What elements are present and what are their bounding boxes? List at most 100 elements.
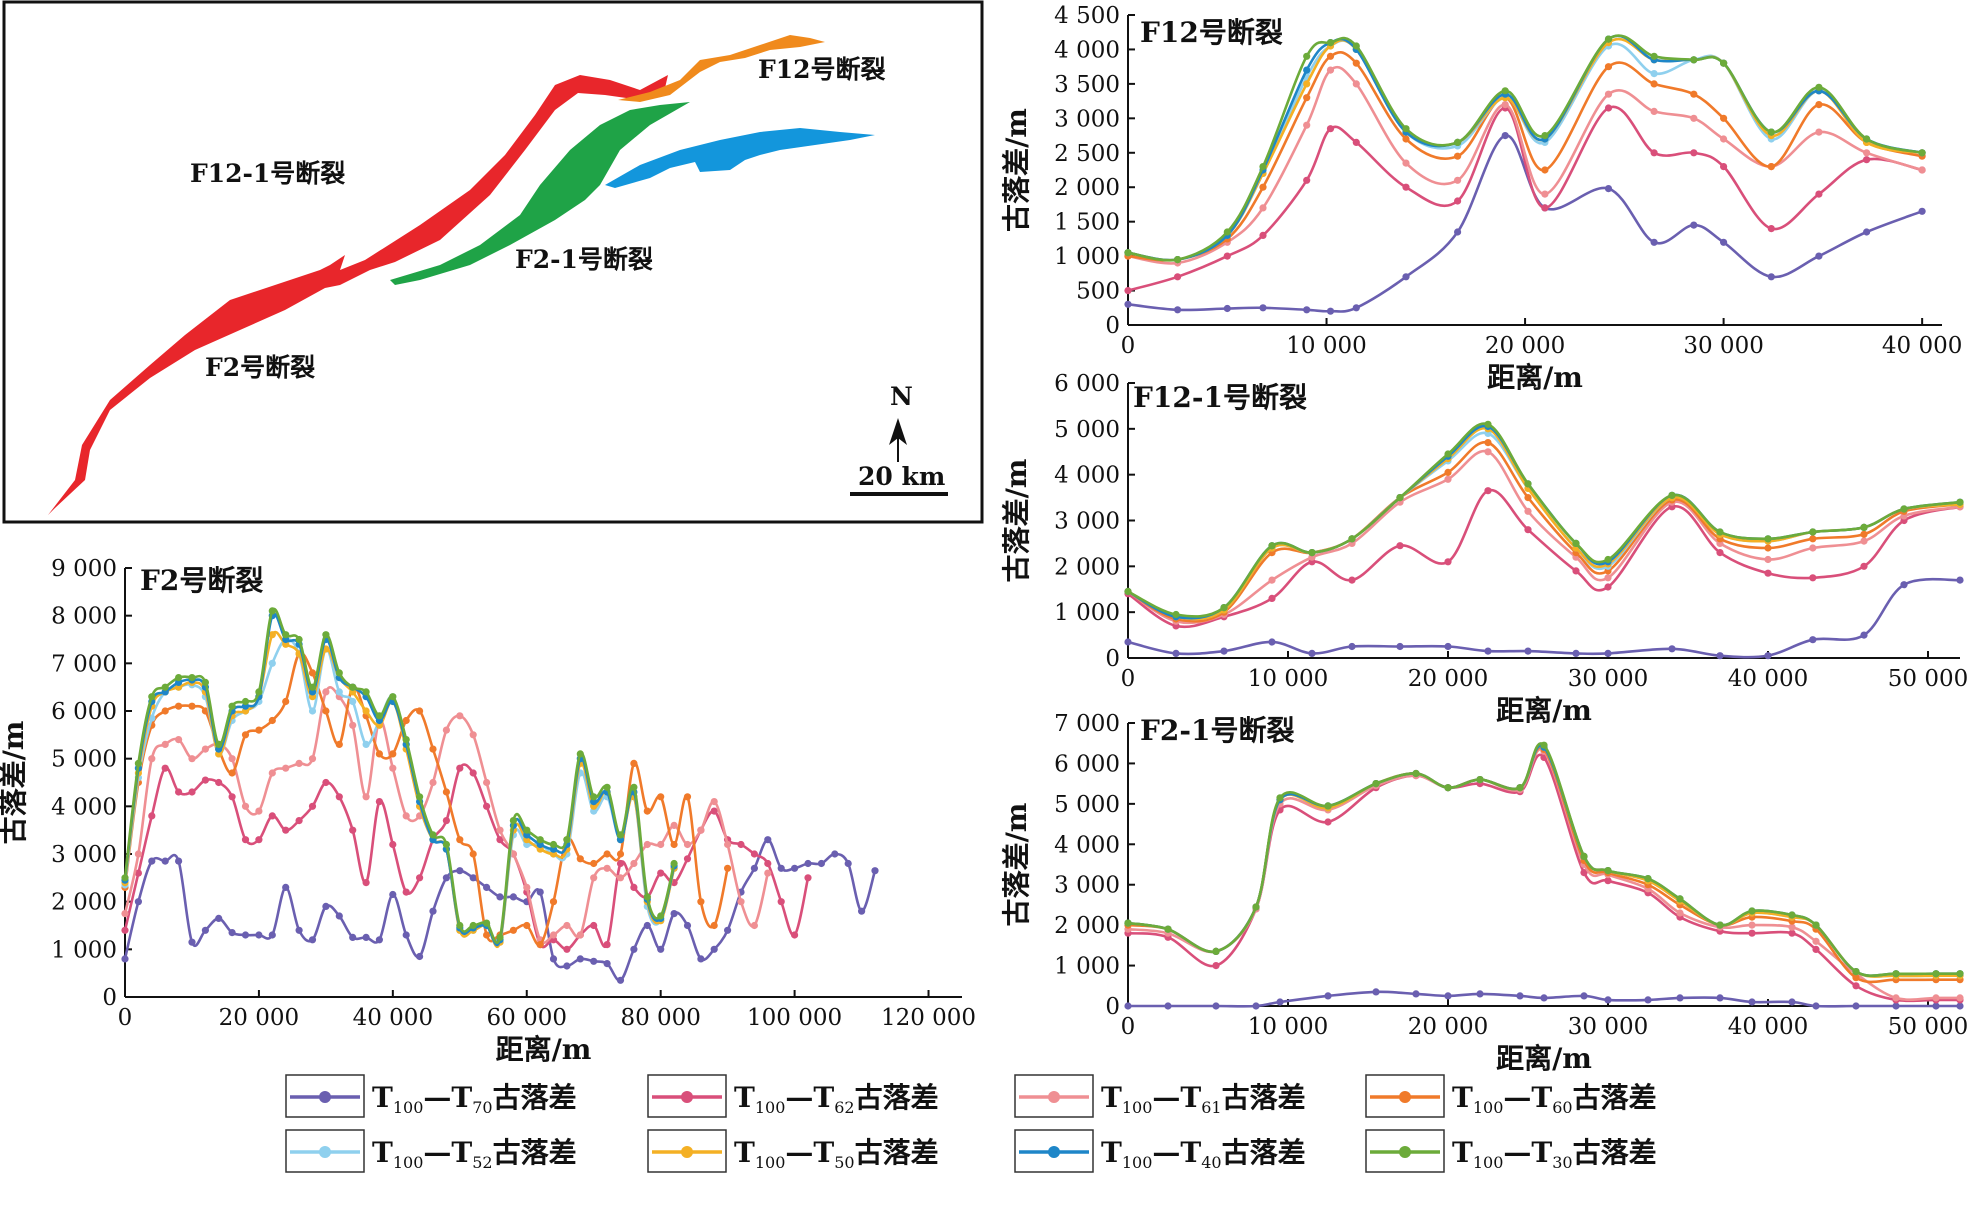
data-point bbox=[683, 921, 692, 930]
data-point bbox=[1454, 197, 1462, 205]
series-line bbox=[1127, 426, 1961, 621]
map-frame bbox=[2, 0, 984, 524]
data-point bbox=[335, 912, 343, 920]
x-tick-label: 20 000 bbox=[1485, 333, 1565, 359]
data-point bbox=[268, 769, 276, 777]
data-point bbox=[469, 731, 477, 739]
data-point bbox=[456, 712, 464, 720]
series-line bbox=[1127, 744, 1960, 978]
data-point bbox=[576, 855, 584, 863]
data-point bbox=[215, 914, 223, 923]
y-tick-label: 3 000 bbox=[51, 842, 117, 868]
data-point bbox=[241, 931, 250, 939]
data-point bbox=[657, 912, 665, 920]
data-point bbox=[523, 921, 531, 930]
data-point bbox=[1348, 576, 1356, 584]
data-point bbox=[1303, 176, 1311, 184]
x-tick-label: 100 000 bbox=[747, 1005, 842, 1031]
legend: T100—T70古落差 T100—T62古落差 T100—T61古落差 T100—T6… bbox=[285, 1074, 1657, 1173]
data-point bbox=[817, 859, 826, 868]
x-axis-title: 距离/m bbox=[496, 1033, 592, 1066]
data-point bbox=[1352, 138, 1360, 146]
data-point bbox=[1324, 992, 1332, 1000]
data-point bbox=[456, 764, 464, 772]
data-point bbox=[268, 812, 276, 820]
legend-entry-label: T100—T40古落差 bbox=[1101, 1136, 1306, 1172]
data-point bbox=[201, 776, 209, 784]
data-point bbox=[1252, 903, 1260, 911]
chart-f2-fault: 0 1 000 2 000 3 000 4 000 5 000 6 000 7 000 8 00… bbox=[0, 556, 976, 1066]
data-point bbox=[509, 893, 517, 901]
data-point bbox=[1932, 1002, 1940, 1010]
series-line bbox=[123, 763, 810, 951]
x-tick-label: 0 bbox=[1121, 666, 1136, 692]
data-point bbox=[1124, 587, 1132, 596]
data-point bbox=[268, 659, 276, 667]
data-point bbox=[1767, 225, 1775, 233]
data-point bbox=[1276, 794, 1284, 802]
data-point bbox=[483, 931, 491, 939]
data-point bbox=[362, 793, 370, 801]
data-point bbox=[1484, 647, 1492, 655]
data-point bbox=[121, 910, 129, 918]
data-point bbox=[1716, 652, 1724, 660]
data-point bbox=[536, 888, 544, 896]
panel-title: F2号断裂 bbox=[140, 564, 263, 597]
data-point bbox=[416, 874, 424, 882]
data-point bbox=[241, 836, 250, 844]
data-point bbox=[1516, 784, 1524, 792]
legend-swatch-marker bbox=[1399, 1091, 1411, 1103]
data-point bbox=[1956, 994, 1964, 1002]
x-tick-label: 50 000 bbox=[1888, 666, 1968, 692]
y-tick-label: 5 000 bbox=[1054, 417, 1120, 443]
data-point bbox=[1402, 159, 1410, 167]
data-point bbox=[1690, 90, 1698, 98]
data-point bbox=[469, 921, 477, 930]
data-point bbox=[161, 740, 169, 749]
data-point bbox=[308, 669, 317, 677]
data-point bbox=[148, 693, 156, 701]
data-point bbox=[228, 929, 236, 937]
north-arrow-icon bbox=[889, 418, 907, 462]
data-point bbox=[831, 850, 839, 858]
data-point bbox=[402, 888, 410, 896]
data-point bbox=[389, 750, 397, 758]
data-point bbox=[1352, 80, 1360, 88]
fault-f12-polygon bbox=[618, 35, 825, 102]
data-point bbox=[1650, 80, 1658, 88]
data-point bbox=[1348, 535, 1356, 543]
data-point bbox=[1268, 638, 1276, 646]
data-point bbox=[1268, 576, 1276, 584]
data-point bbox=[1668, 491, 1676, 499]
data-point bbox=[496, 826, 504, 834]
data-point bbox=[1918, 207, 1926, 215]
data-point bbox=[483, 802, 491, 810]
data-point bbox=[1815, 252, 1823, 260]
data-point bbox=[389, 693, 397, 701]
data-point bbox=[1172, 610, 1180, 619]
data-point bbox=[1604, 877, 1612, 885]
data-point bbox=[148, 812, 156, 820]
data-point bbox=[1396, 642, 1404, 651]
data-point bbox=[1402, 125, 1410, 133]
data-point bbox=[1484, 420, 1492, 428]
data-point bbox=[1764, 569, 1772, 577]
data-point bbox=[456, 921, 464, 930]
data-point bbox=[549, 931, 558, 939]
data-point bbox=[1748, 929, 1756, 937]
data-point bbox=[1812, 945, 1820, 954]
data-point bbox=[1124, 638, 1132, 646]
data-point bbox=[670, 859, 678, 868]
data-point bbox=[1572, 539, 1580, 548]
data-point bbox=[1764, 555, 1772, 564]
data-point bbox=[362, 933, 370, 942]
data-point bbox=[161, 857, 169, 865]
data-point bbox=[616, 976, 625, 984]
data-point bbox=[1444, 558, 1452, 566]
data-point bbox=[148, 755, 156, 763]
data-point bbox=[1863, 228, 1871, 236]
data-point bbox=[1372, 988, 1380, 996]
data-point bbox=[1716, 549, 1724, 557]
chart-f12-1-fault: 0 1 000 2 000 3 000 4 000 5 000 6 000 0 10 000 20… bbox=[1000, 371, 1968, 727]
y-tick-label: 1 000 bbox=[1054, 244, 1120, 270]
